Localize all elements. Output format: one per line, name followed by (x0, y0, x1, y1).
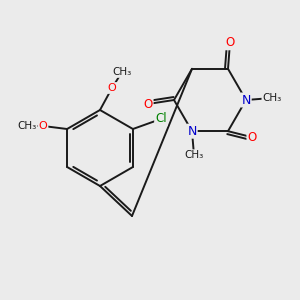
Text: O: O (143, 98, 153, 110)
Text: O: O (39, 121, 47, 131)
Text: Cl: Cl (155, 112, 167, 125)
Text: O: O (248, 131, 256, 144)
Text: N: N (187, 125, 197, 138)
Text: O: O (225, 36, 235, 49)
Text: CH₃: CH₃ (262, 93, 282, 103)
Text: N: N (241, 94, 251, 106)
Text: O: O (108, 83, 116, 93)
Text: CH₃: CH₃ (184, 150, 204, 160)
Text: CH₃: CH₃ (112, 67, 132, 77)
Text: CH₃: CH₃ (17, 121, 37, 131)
